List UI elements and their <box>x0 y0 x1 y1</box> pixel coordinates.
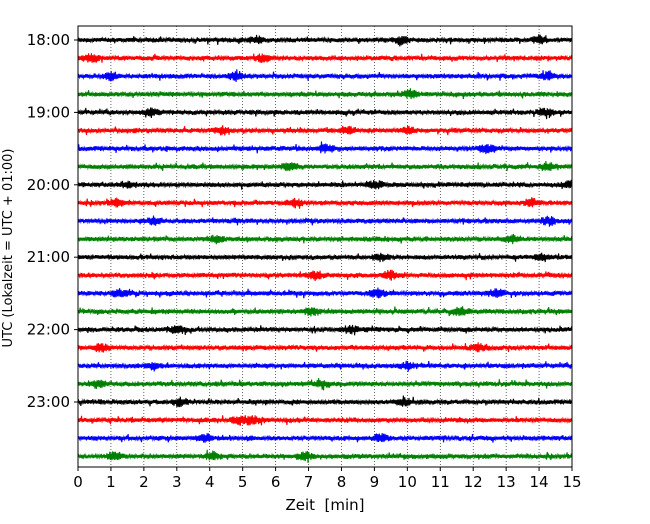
trace-line <box>77 53 573 63</box>
trace-line <box>77 269 573 282</box>
trace-line <box>77 125 573 136</box>
x-tick-label: 10 <box>398 473 417 491</box>
x-tick-label: 13 <box>497 473 516 491</box>
trace-line <box>77 324 573 336</box>
x-tick-label: 9 <box>370 473 380 491</box>
x-tick-label: 12 <box>464 473 483 491</box>
y-tick-label: 22:00 <box>27 321 70 339</box>
x-tick-label: 0 <box>73 473 83 491</box>
x-tick-label: 4 <box>205 473 215 491</box>
seismic-traces <box>77 34 573 464</box>
trace-line <box>77 360 573 372</box>
x-tick-label: 8 <box>337 473 347 491</box>
plot-frame <box>77 25 573 468</box>
trace-line <box>77 378 573 391</box>
x-tick-label: 1 <box>106 473 116 491</box>
y-axis-ticks: 18:00 19:00 20:00 21:00 22:00 23:00 <box>27 31 78 411</box>
x-tick-label: 7 <box>304 473 314 491</box>
trace-line <box>77 197 573 209</box>
trace-line <box>77 395 573 408</box>
trace-line <box>77 141 573 155</box>
trace-line <box>77 433 573 443</box>
y-tick-label: 18:00 <box>27 31 70 49</box>
x-tick-label: 15 <box>562 473 581 491</box>
x-tick-label: 3 <box>172 473 182 491</box>
x-tick-label: 6 <box>271 473 281 491</box>
trace-line <box>77 252 573 263</box>
x-tick-label: 11 <box>431 473 450 491</box>
trace-line <box>77 449 573 464</box>
x-axis-ticks: 0 1 2 3 4 5 6 7 8 9 10 11 12 13 14 15 <box>73 467 582 491</box>
trace-line <box>77 287 573 299</box>
trace-line <box>77 233 573 245</box>
y-axis-label: UTC (Lokalzeit = UTC + 01:00) <box>1 149 16 348</box>
y-tick-label: 20:00 <box>27 176 70 194</box>
x-tick-label: 2 <box>139 473 149 491</box>
trace-line <box>77 161 573 172</box>
trace-line <box>77 215 573 227</box>
trace-line <box>77 342 573 353</box>
y-tick-label: 23:00 <box>27 393 70 411</box>
x-axis-label: Zeit [min] <box>285 496 364 514</box>
trace-line <box>77 69 573 83</box>
trace-line <box>77 107 573 120</box>
trace-line <box>77 34 573 47</box>
x-tick-label: 14 <box>530 473 549 491</box>
trace-line <box>77 179 573 190</box>
y-tick-label: 21:00 <box>27 248 70 266</box>
trace-line <box>77 88 573 100</box>
x-tick-label: 5 <box>238 473 248 491</box>
trace-line <box>77 415 573 426</box>
trace-line <box>77 306 573 317</box>
y-tick-label: 19:00 <box>27 103 70 121</box>
